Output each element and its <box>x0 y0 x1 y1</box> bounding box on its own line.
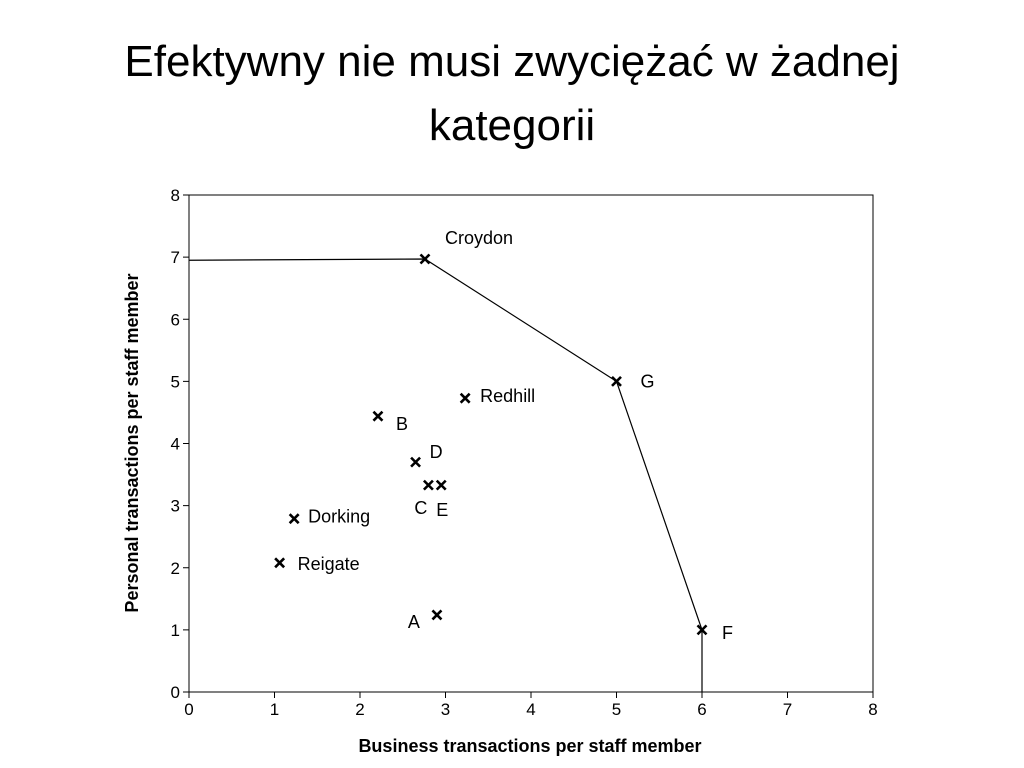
x-tick-label: 2 <box>355 700 364 719</box>
point-label: E <box>436 500 448 520</box>
x-tick-label: 0 <box>184 700 193 719</box>
point-label: F <box>722 623 733 643</box>
y-tick-label: 6 <box>171 310 180 329</box>
x-tick-label: 4 <box>526 700 535 719</box>
point-label: D <box>430 442 443 462</box>
point-label: Croydon <box>445 228 513 248</box>
point-marker <box>419 253 431 265</box>
point-marker <box>696 624 708 636</box>
point-marker <box>372 410 384 422</box>
plot-frame <box>188 194 874 693</box>
x-tick-label: 5 <box>612 700 621 719</box>
slide-title: Efektywny nie musi zwyciężać w żadnej ka… <box>124 37 900 150</box>
point-label: C <box>414 498 427 518</box>
y-tick-label: 0 <box>171 683 180 702</box>
point-label: Redhill <box>480 386 535 406</box>
y-tick-label: 3 <box>171 497 180 516</box>
point-label: G <box>641 371 655 391</box>
y-axis-label: Personal transactions per staff member <box>122 273 142 612</box>
point-marker <box>459 392 471 404</box>
point-marker <box>288 513 300 525</box>
x-tick-label: 7 <box>783 700 792 719</box>
point-marker <box>431 609 443 621</box>
y-tick-label: 5 <box>171 372 180 391</box>
x-tick-label: 3 <box>441 700 450 719</box>
point-label: Dorking <box>308 507 370 527</box>
point-marker <box>410 456 421 468</box>
y-tick-label: 4 <box>171 435 180 454</box>
point-label: A <box>408 612 420 632</box>
point-marker <box>435 479 447 491</box>
point-marker <box>422 479 434 491</box>
y-tick-label: 8 <box>171 186 180 205</box>
point-marker <box>611 375 622 387</box>
point-label: B <box>396 414 408 434</box>
x-tick-label: 1 <box>270 700 279 719</box>
x-axis-label: Business transactions per staff member <box>358 736 701 756</box>
y-tick-label: 1 <box>171 621 180 640</box>
y-tick-label: 7 <box>171 248 180 267</box>
y-tick-label: 2 <box>171 559 180 578</box>
frontier-line <box>188 258 703 692</box>
point-label: Reigate <box>298 554 360 574</box>
point-marker <box>274 557 286 569</box>
x-tick-label: 6 <box>697 700 706 719</box>
x-tick-label: 8 <box>868 700 877 719</box>
